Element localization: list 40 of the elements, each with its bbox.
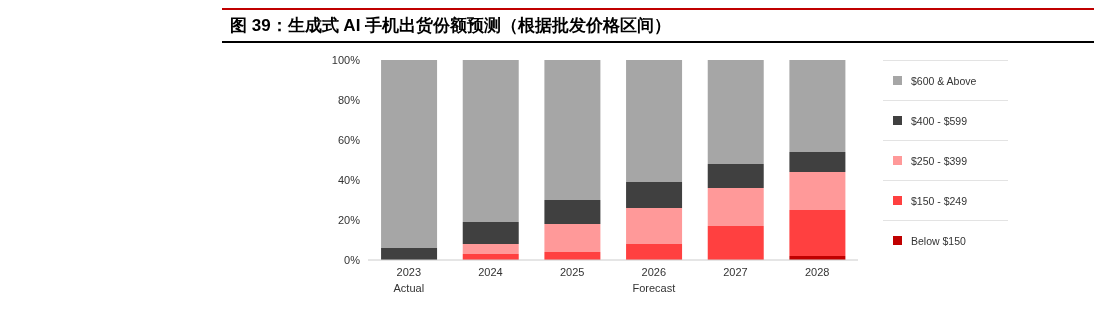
bar	[626, 208, 683, 244]
y-tick-label: 80%	[337, 93, 361, 106]
bar	[626, 60, 683, 182]
bar	[544, 200, 601, 224]
x-tick-label: 2027	[723, 265, 748, 278]
y-tick-label: 100%	[331, 53, 361, 66]
bar	[626, 244, 683, 260]
text: Actual	[392, 282, 426, 294]
bar	[789, 60, 846, 152]
bar	[544, 60, 601, 200]
x-tick-label: 2028	[804, 265, 830, 278]
y-tick-label: 40%	[337, 173, 361, 186]
y-tick-label: 60%	[337, 133, 361, 146]
legend-label: $150 - $249	[883, 180, 1008, 220]
bar	[789, 210, 846, 256]
bar	[707, 164, 764, 188]
y-tick-label: 20%	[337, 213, 361, 226]
bar	[707, 60, 764, 164]
legend-label: Below $150	[883, 220, 1008, 260]
legend-label: $400 - $599	[883, 100, 1008, 140]
bar	[707, 226, 764, 260]
bar	[544, 224, 601, 252]
x-tick-label: 2023	[396, 265, 422, 278]
bar	[626, 182, 683, 208]
y-tick-label: 0%	[344, 253, 361, 266]
legend-label: $250 - $399	[883, 140, 1008, 180]
x-tick-label: 2025	[559, 265, 585, 278]
bar	[462, 60, 519, 222]
bar	[462, 244, 519, 254]
x-tick-label: 2024	[478, 265, 503, 278]
bar	[789, 172, 846, 210]
bar	[381, 60, 438, 248]
bar	[381, 248, 438, 260]
legend-label: $600 & Above	[883, 60, 1008, 100]
bar	[789, 152, 846, 172]
bar	[462, 222, 519, 244]
chart-title: 图 39：生成式 AI 手机出货份额预测（根据批发价格区间）	[230, 15, 672, 37]
text: Forecast	[631, 282, 677, 294]
x-tick-label: 2026	[641, 265, 667, 278]
bar	[707, 188, 764, 226]
